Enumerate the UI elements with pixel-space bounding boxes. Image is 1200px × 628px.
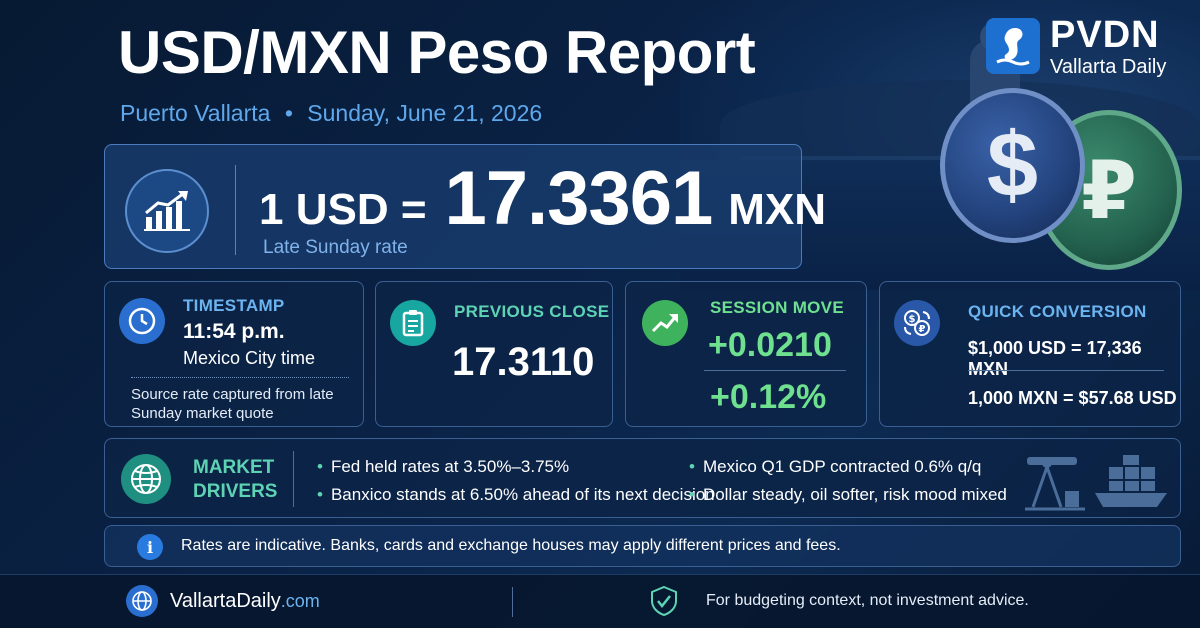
- hero-divider: [235, 165, 236, 255]
- market-drivers-label: MARKET DRIVERS: [193, 457, 278, 502]
- previous-close-value: 17.3110: [452, 340, 595, 384]
- currency-exchange-icon: $ ₽: [894, 300, 940, 346]
- cargo-ship-icon: [1093, 449, 1169, 516]
- page-subtitle: Puerto Vallarta • Sunday, June 21, 2026: [120, 100, 542, 127]
- globe-icon: [121, 454, 171, 504]
- timestamp-divider: [131, 377, 349, 378]
- session-move-card: SESSION MOVE +0.0210 +0.12%: [625, 281, 867, 427]
- disclaimer-notice: i Rates are indicative. Banks, cards and…: [104, 525, 1181, 567]
- footer-disclaimer: For budgeting context, not investment ad…: [706, 592, 1029, 609]
- drivers-divider: [293, 451, 294, 507]
- trending-chart-icon: [125, 169, 209, 253]
- session-move-abs: +0.0210: [708, 326, 832, 364]
- market-drivers-panel: MARKET DRIVERS • Fed held rates at 3.50%–…: [104, 438, 1181, 518]
- quick-conversion-card: $ ₽ QUICK CONVERSION $1,000 USD = 17,336…: [879, 281, 1181, 427]
- location-text: Puerto Vallarta: [120, 100, 271, 126]
- session-move-pct: +0.12%: [710, 378, 827, 416]
- rate-currency: MXN: [728, 185, 827, 234]
- footer-divider: [512, 587, 513, 617]
- timestamp-time: 11:54 p.m.: [183, 320, 285, 343]
- brand-name: PVDN: [1050, 14, 1160, 56]
- brand-logo[interactable]: PVDN Vallarta Daily: [986, 14, 1186, 80]
- quick-conversion-label: QUICK CONVERSION: [968, 302, 1147, 321]
- dollar-coin-icon: $: [940, 88, 1085, 243]
- website-tld: .com: [280, 590, 320, 611]
- dollar-symbol: $: [986, 114, 1039, 216]
- driver-item: • Dollar steady, oil softer, risk mood mi…: [689, 485, 1007, 504]
- clipboard-icon: [390, 300, 436, 346]
- exchange-rate-panel: 1 USD = 17.3361 MXN Late Sunday rate: [104, 144, 826, 269]
- seahorse-icon: [986, 18, 1040, 74]
- conversion-usd-to-mxn: $1,000 USD = 17,336 MXN: [968, 338, 1142, 379]
- driver-item: • Fed held rates at 3.50%–3.75%: [317, 457, 570, 476]
- date-text: Sunday, June 21, 2026: [307, 100, 543, 126]
- timestamp-zone: Mexico City time: [183, 348, 316, 368]
- notice-text: Rates are indicative. Banks, cards and e…: [181, 537, 841, 554]
- previous-close-label: PREVIOUS CLOSE: [454, 302, 610, 321]
- rate-display: 1 USD = 17.3361 MXN: [259, 155, 826, 242]
- session-move-label: SESSION MOVE: [710, 298, 844, 317]
- rate-note: Late Sunday rate: [263, 237, 408, 258]
- timestamp-label: TIMESTAMP: [183, 296, 285, 315]
- page-title: USD/MXN Peso Report: [118, 19, 756, 86]
- session-move-divider: [704, 370, 846, 371]
- globe-icon: [126, 585, 158, 617]
- timestamp-source: Source rate captured from late Sunday ma…: [131, 386, 334, 422]
- brand-tagline: Vallarta Daily: [1050, 56, 1167, 78]
- website-link[interactable]: VallartaDaily .com: [126, 585, 320, 617]
- conversion-mxn-to-usd: 1,000 MXN = $57.68 USD: [968, 388, 1177, 408]
- rate-value: 17.3361: [444, 156, 714, 241]
- oil-pump-icon: [1025, 447, 1085, 516]
- info-icon: i: [137, 534, 163, 560]
- subtitle-separator: •: [284, 100, 293, 126]
- svg-text:₽: ₽: [919, 324, 926, 335]
- trend-up-icon: [642, 300, 688, 346]
- clock-icon: [119, 298, 165, 344]
- previous-close-card: PREVIOUS CLOSE 17.3110: [375, 281, 613, 427]
- driver-item: • Banxico stands at 6.50% ahead of its ne…: [317, 485, 715, 504]
- website-name: VallartaDaily: [170, 589, 281, 612]
- svg-text:$: $: [909, 314, 916, 325]
- shield-check-icon: [650, 585, 678, 622]
- timestamp-card: TIMESTAMP 11:54 p.m. Mexico City time So…: [104, 281, 364, 427]
- peso-symbol: ₽: [1081, 145, 1137, 235]
- conversion-divider: [968, 370, 1164, 371]
- peso-coin-icon: ₽: [1036, 110, 1182, 270]
- footer: VallartaDaily .com For budgeting context,…: [0, 574, 1200, 628]
- driver-item: • Mexico Q1 GDP contracted 0.6% q/q: [689, 457, 982, 476]
- rate-base: 1 USD =: [259, 185, 427, 234]
